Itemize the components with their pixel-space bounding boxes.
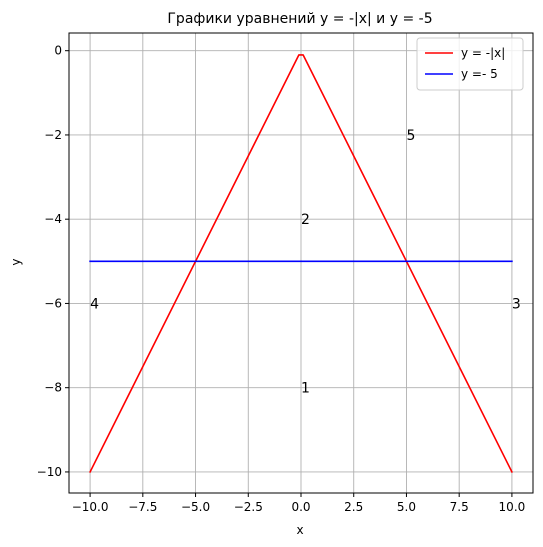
chart-title: Графики уравнений y = -|x| и y = -5 [167, 11, 432, 27]
annotation-5: 5 [406, 128, 415, 144]
x-tick-label: −10.0 [72, 500, 109, 514]
y-tick-label: −6 [44, 296, 62, 310]
annotation-4: 4 [90, 296, 99, 312]
grid [69, 33, 533, 493]
annotations: 1 2 3 4 5 [90, 128, 521, 397]
y-tick-label: −10 [37, 465, 62, 479]
series-line-1 [89, 54, 513, 474]
annotation-1: 1 [301, 381, 310, 397]
legend-label-2: y =- 5 [461, 67, 498, 81]
y-tick-label: −4 [44, 212, 62, 226]
y-tick-label: −8 [44, 381, 62, 395]
x-tick-label: 5.0 [397, 500, 416, 514]
annotation-3: 3 [512, 296, 521, 312]
y-axis-label: y [9, 258, 23, 265]
x-tick-label: −5.0 [181, 500, 210, 514]
ticks: −10.0 −7.5 −5.0 −2.5 0.0 2.5 5.0 7.5 10.0 0 −2 −4 −6… [37, 44, 526, 514]
legend-label-1: y = -|x| [461, 46, 505, 60]
x-tick-label: 2.5 [344, 500, 363, 514]
y-tick-label: 0 [54, 44, 62, 58]
legend: y = -|x| y =- 5 [416, 37, 524, 91]
x-tick-label: −7.5 [128, 500, 157, 514]
x-tick-label: 7.5 [450, 500, 469, 514]
annotation-2: 2 [301, 212, 310, 228]
y-tick-label: −2 [44, 128, 62, 142]
x-axis-label: x [296, 523, 303, 537]
x-tick-label: −2.5 [234, 500, 263, 514]
legend-box [416, 37, 524, 91]
series-layer [89, 54, 513, 474]
x-tick-label: 10.0 [499, 500, 526, 514]
x-tick-label: 0.0 [291, 500, 310, 514]
